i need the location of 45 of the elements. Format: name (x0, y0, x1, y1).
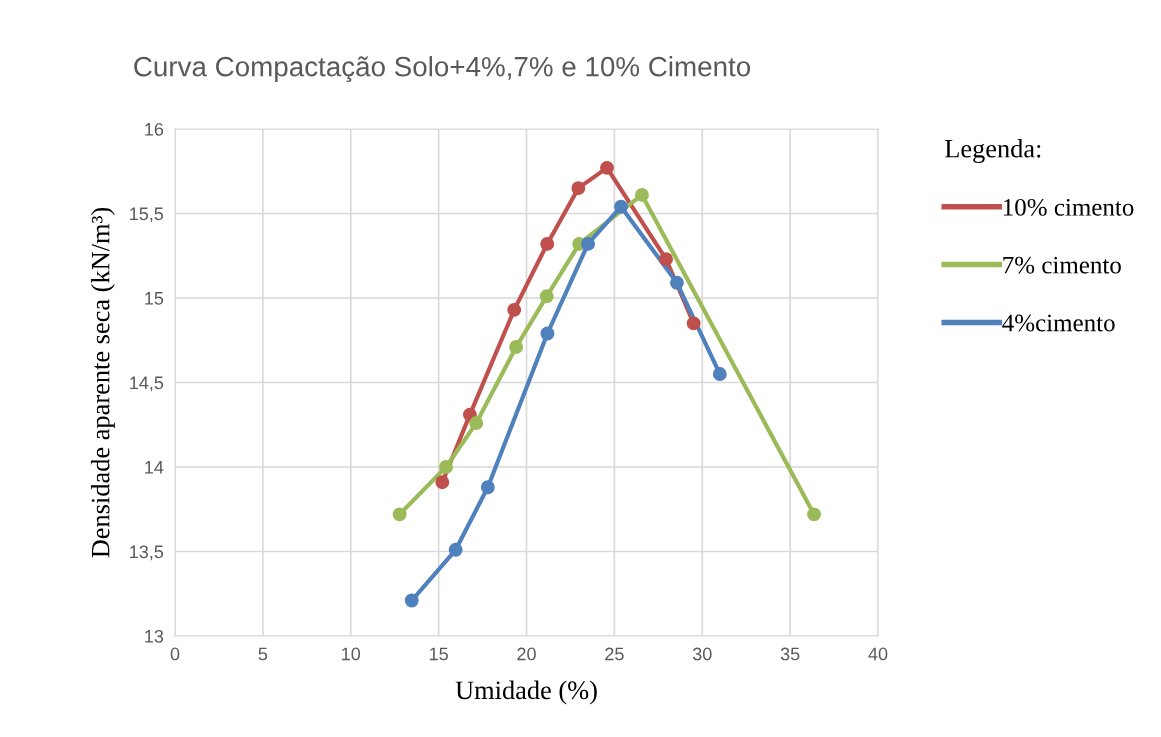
point (469, 416, 484, 431)
y-axis-title: Densidade aparente seca (kN/m³) (90, 207, 115, 558)
point (540, 236, 555, 251)
point (404, 593, 419, 608)
legend-label: 10% cimento (1003, 198, 1134, 216)
point (435, 475, 450, 490)
point (448, 542, 463, 557)
point (600, 160, 614, 175)
point (635, 187, 649, 202)
point (686, 316, 701, 331)
chart-title: Curva Compactação Solo+4%,7% e 10% Cimento (134, 56, 751, 83)
y-tick-label: 16 (145, 122, 164, 136)
x-axis-title: Umidade (%) (455, 680, 597, 705)
point (392, 507, 407, 522)
x-tick-label: 35 (780, 647, 800, 661)
y-tick-label: 15,5 (130, 207, 164, 223)
x-tick-label: 0 (170, 647, 180, 661)
x-tick-label: 40 (868, 647, 888, 661)
point (614, 199, 628, 214)
y-tick-label: 13,5 (130, 545, 164, 561)
point (669, 275, 684, 290)
point (439, 460, 453, 474)
point (509, 340, 524, 354)
point (571, 181, 586, 196)
y-tick-label: 14 (145, 461, 164, 474)
y-tick-label: 14,5 (130, 376, 164, 392)
x-tick-label: 5 (258, 647, 268, 661)
point (539, 289, 554, 304)
x-tick-label: 25 (605, 647, 624, 661)
y-tick-label: 15 (145, 292, 164, 305)
point (712, 367, 727, 381)
x-tick-label: 30 (692, 647, 712, 661)
x-tick-label: 15 (429, 647, 448, 661)
y-tick-label: 13 (145, 629, 164, 643)
point (659, 252, 673, 267)
legend-label: 7% cimento (1003, 256, 1121, 274)
point (807, 507, 821, 522)
legend-label: 4%cimento (1002, 314, 1115, 332)
point (507, 302, 522, 317)
point (540, 326, 555, 341)
point (480, 480, 495, 495)
point (581, 236, 595, 251)
legend-title: Legenda: (945, 139, 1041, 164)
x-tick-label: 10 (342, 647, 361, 661)
x-tick-label: 20 (517, 647, 536, 661)
